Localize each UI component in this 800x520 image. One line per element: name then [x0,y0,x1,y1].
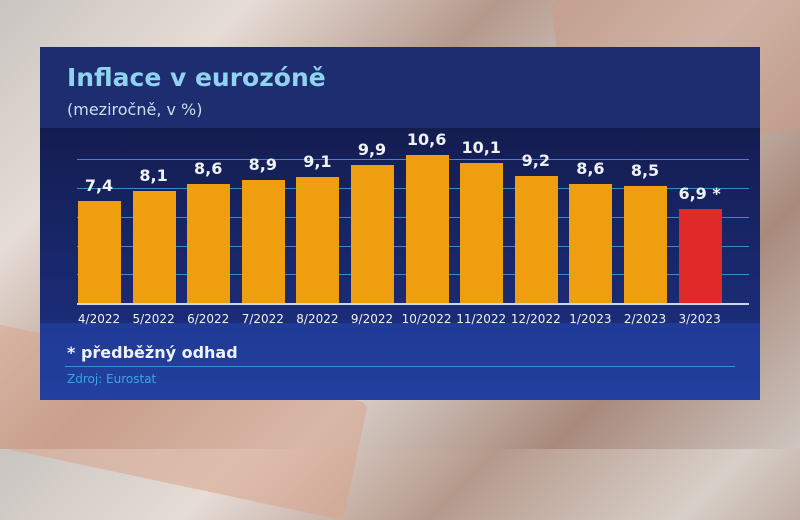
bar [78,201,121,303]
value-label: 8,1 [139,166,168,185]
category-label: 11/2022 [456,312,507,326]
divider [65,366,735,367]
source-label: Zdroj: Eurostat [67,372,157,386]
category-label: 9/2022 [350,312,394,326]
value-label: 6,9 * [678,184,721,203]
value-label: 8,5 [630,161,660,180]
value-label: 10,1 [461,138,501,157]
value-label: 9,1 [303,152,332,171]
value-label: 8,6 [576,159,605,178]
category-label: 10/2022 [401,312,452,326]
category-label: 2/2023 [623,312,667,326]
bar [132,191,176,303]
bar [405,155,449,303]
category-label: 6/2022 [187,312,230,326]
bar [678,209,722,303]
value-label: 10,6 [406,130,447,149]
value-label: 7,4 [84,176,114,195]
bar [296,177,340,303]
bar [187,184,231,303]
chart-panel: Inflace v eurozóně (meziročně, v %) 7,4 4… [40,47,760,400]
chart-subtitle: (meziročně, v %) [67,100,203,119]
value-label: 9,9 [357,140,387,159]
category-label: 5/2022 [132,312,175,326]
bar [569,184,613,303]
chart-header: Inflace v eurozóně (meziročně, v %) [40,47,760,128]
bar [624,186,667,303]
category-label: 8/2022 [296,312,339,326]
value-label: 9,2 [521,151,550,170]
bar [241,180,285,303]
footnote: * předběžný odhad [67,343,238,362]
value-label: 8,9 [248,155,277,174]
x-axis [77,303,749,305]
chart-title: Inflace v eurozóně [67,63,326,92]
value-label: 8,6 [194,159,223,178]
bar [351,165,394,303]
category-label: 1/2023 [569,312,612,326]
category-label: 7/2022 [241,312,284,326]
category-label: 4/2022 [77,312,121,326]
category-label: 12/2022 [510,312,561,326]
bar [514,176,558,303]
category-label: 3/2023 [678,312,721,326]
bar [460,163,504,303]
